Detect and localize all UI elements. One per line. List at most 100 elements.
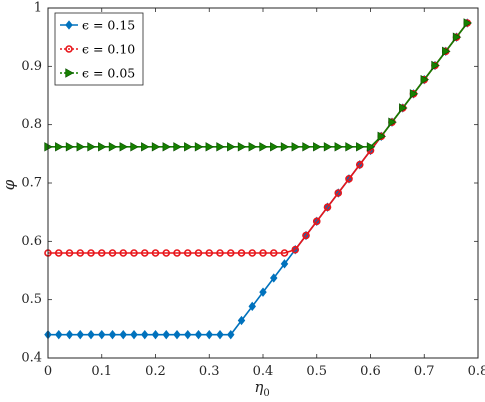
series-1-point — [130, 329, 138, 340]
series-3-point — [270, 142, 279, 152]
series-1-point — [194, 329, 203, 340]
series-3-point — [151, 142, 161, 152]
legend-marker-series-2 — [65, 45, 73, 53]
series-3-point — [108, 142, 118, 152]
series-2-point — [151, 249, 160, 257]
series-1-point — [55, 329, 63, 340]
series-3-point — [420, 74, 430, 85]
series-2-point — [173, 249, 181, 257]
y-tick-label: 0.9 — [21, 59, 42, 74]
series-2-point — [291, 245, 300, 254]
series-3-point — [399, 103, 408, 113]
y-tick-label: 0.7 — [21, 176, 42, 191]
series-3-point — [313, 142, 322, 152]
series-3-point — [345, 142, 354, 152]
legend-label-series-2: ϵ = 0.10 — [82, 42, 135, 57]
y-tick-label: 0.4 — [21, 351, 42, 366]
series-3-point — [162, 142, 172, 152]
series-2-point — [334, 189, 343, 197]
x-axis-label-subscript: 0 — [263, 388, 269, 399]
series-3-point — [184, 142, 193, 152]
series-2-point — [65, 249, 74, 257]
series-2-point — [140, 249, 149, 257]
x-tick-label: 0.2 — [145, 364, 166, 379]
x-tick-label: 0.6 — [360, 364, 381, 379]
y-tick-label: 1 — [34, 1, 42, 16]
series-3-point — [205, 142, 215, 152]
y-tick-label: 0.6 — [21, 234, 42, 249]
series-2-point — [345, 175, 353, 183]
series-3-point — [366, 142, 376, 152]
series-2-point — [216, 249, 224, 257]
series-2-point — [108, 249, 117, 257]
series-2-point — [312, 217, 321, 226]
series-3-point — [130, 142, 139, 152]
series-3-point — [173, 142, 182, 152]
series-2-point — [119, 249, 128, 257]
series-1-point — [270, 273, 278, 283]
legend-samples — [60, 20, 78, 78]
series-2-point — [183, 249, 192, 257]
series-2-point — [248, 249, 257, 257]
series-2-point — [355, 160, 364, 169]
series-1-point — [248, 301, 256, 312]
x-tick-label: 0.5 — [306, 364, 327, 379]
series-3-point — [141, 142, 150, 152]
series-3-point — [431, 60, 440, 71]
series-3-point — [259, 142, 268, 152]
series-2-point — [226, 249, 235, 257]
series-3-point — [463, 18, 473, 28]
ticks-layer: 0 0.1 0.2 0.3 0.4 0.5 0.6 0.7 0.8 0.4 0.5 0.6 0.7 0.8… — [21, 1, 485, 380]
series-1-point — [259, 287, 267, 297]
x-axis-label: η0 — [254, 378, 269, 399]
series-2-point — [280, 249, 289, 257]
legend-label-series-3: ϵ = 0.05 — [82, 66, 135, 81]
series-3-point — [291, 142, 301, 152]
x-axis-label-main: η — [254, 378, 263, 396]
series-3-point — [65, 142, 75, 152]
series-3-line — [48, 22, 468, 148]
series-3-point — [237, 142, 247, 152]
series-3-point — [55, 142, 64, 152]
series-2-point — [162, 249, 171, 257]
series-2-point — [130, 249, 138, 257]
series-3-point — [377, 131, 387, 142]
series-3-point — [227, 142, 236, 152]
series-2-point — [54, 249, 63, 257]
x-tick-label: 0.8 — [468, 364, 485, 379]
series-3-point — [98, 142, 107, 152]
series-3-point — [119, 142, 129, 152]
series-2-point — [97, 249, 106, 257]
series-1-point — [98, 329, 106, 340]
series-3-point — [87, 142, 96, 152]
series-1-point — [162, 329, 170, 340]
x-tick-label: 0.4 — [253, 364, 274, 379]
series-1-point — [237, 315, 246, 326]
series-2-point — [87, 249, 95, 257]
series-1-point — [173, 329, 181, 340]
series-3-point — [334, 142, 344, 152]
y-axis-label: φ — [0, 179, 18, 190]
series-3 — [44, 18, 473, 152]
series-2-point — [76, 249, 85, 257]
series-2-point — [323, 203, 332, 211]
series-2-point — [302, 231, 310, 240]
legend-marker-series-1 — [65, 20, 73, 30]
series-1-point — [87, 329, 95, 340]
x-tick-label: 0.3 — [199, 364, 220, 379]
series-3-point — [409, 89, 419, 99]
legend-label-series-1: ϵ = 0.15 — [82, 18, 135, 33]
series-1-point — [119, 329, 127, 340]
series-1-point — [205, 329, 213, 340]
series-3-point — [302, 142, 311, 152]
series-3-point — [442, 46, 451, 57]
series-2-point — [269, 249, 278, 257]
y-tick-label: 0.5 — [21, 292, 42, 307]
series-1-point — [141, 329, 149, 340]
legend: ϵ = 0.15 ϵ = 0.10 ϵ = 0.05 — [54, 12, 144, 86]
series-1-point — [76, 329, 84, 340]
x-tick-label: 0 — [44, 364, 52, 379]
series-2-point — [194, 249, 203, 257]
x-tick-label: 0.1 — [91, 364, 112, 379]
